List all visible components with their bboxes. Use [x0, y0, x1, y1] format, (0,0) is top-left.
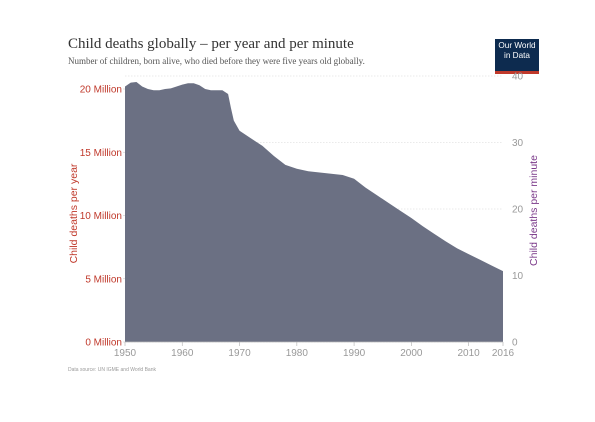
x-tick-label: 1970	[228, 348, 251, 359]
x-tick-label: 1980	[286, 348, 309, 359]
logo-line-1: Our World	[498, 41, 536, 50]
right-tick-label: 0	[512, 338, 518, 349]
x-tick-label: 2000	[400, 348, 423, 359]
child-deaths-area	[125, 82, 503, 342]
logo-line-2: in Data	[504, 50, 530, 60]
x-tick-label: 1990	[343, 348, 366, 359]
x-axis-ticks: 1950 1960 1970 1980 1990 2000 2010 2016	[114, 341, 515, 359]
right-tick-label: 10	[512, 271, 524, 282]
left-axis-label: Child deaths per year	[68, 163, 80, 263]
left-tick-label: 10 Million	[80, 211, 122, 222]
chart-subtitle: Number of children, born alive, who died…	[68, 56, 365, 66]
left-tick-label: 20 Million	[80, 85, 122, 96]
x-tick-label: 2010	[458, 348, 481, 359]
x-tick-label: 1950	[114, 348, 137, 359]
right-axis-ticks: 0 10 20 30 40	[512, 72, 524, 349]
right-tick-label: 20	[512, 205, 524, 216]
left-axis-ticks: 0 Million 5 Million 10 Million 15 Million 20…	[80, 85, 125, 349]
owid-logo[interactable]: Our World in Data	[495, 39, 539, 74]
right-tick-label: 30	[512, 138, 524, 149]
left-tick-label: 5 Million	[85, 274, 122, 285]
right-tick-label: 40	[512, 72, 524, 83]
data-source-note: Data source: UN IGME and World Bank	[68, 367, 156, 373]
right-axis-label: Child deaths per minute	[528, 155, 540, 266]
left-tick-label: 0 Million	[85, 338, 122, 349]
chart-title: Child deaths globally – per year and per…	[68, 36, 354, 52]
x-tick-label: 2016	[492, 348, 515, 359]
left-tick-label: 15 Million	[80, 148, 122, 159]
x-tick-label: 1960	[171, 348, 194, 359]
